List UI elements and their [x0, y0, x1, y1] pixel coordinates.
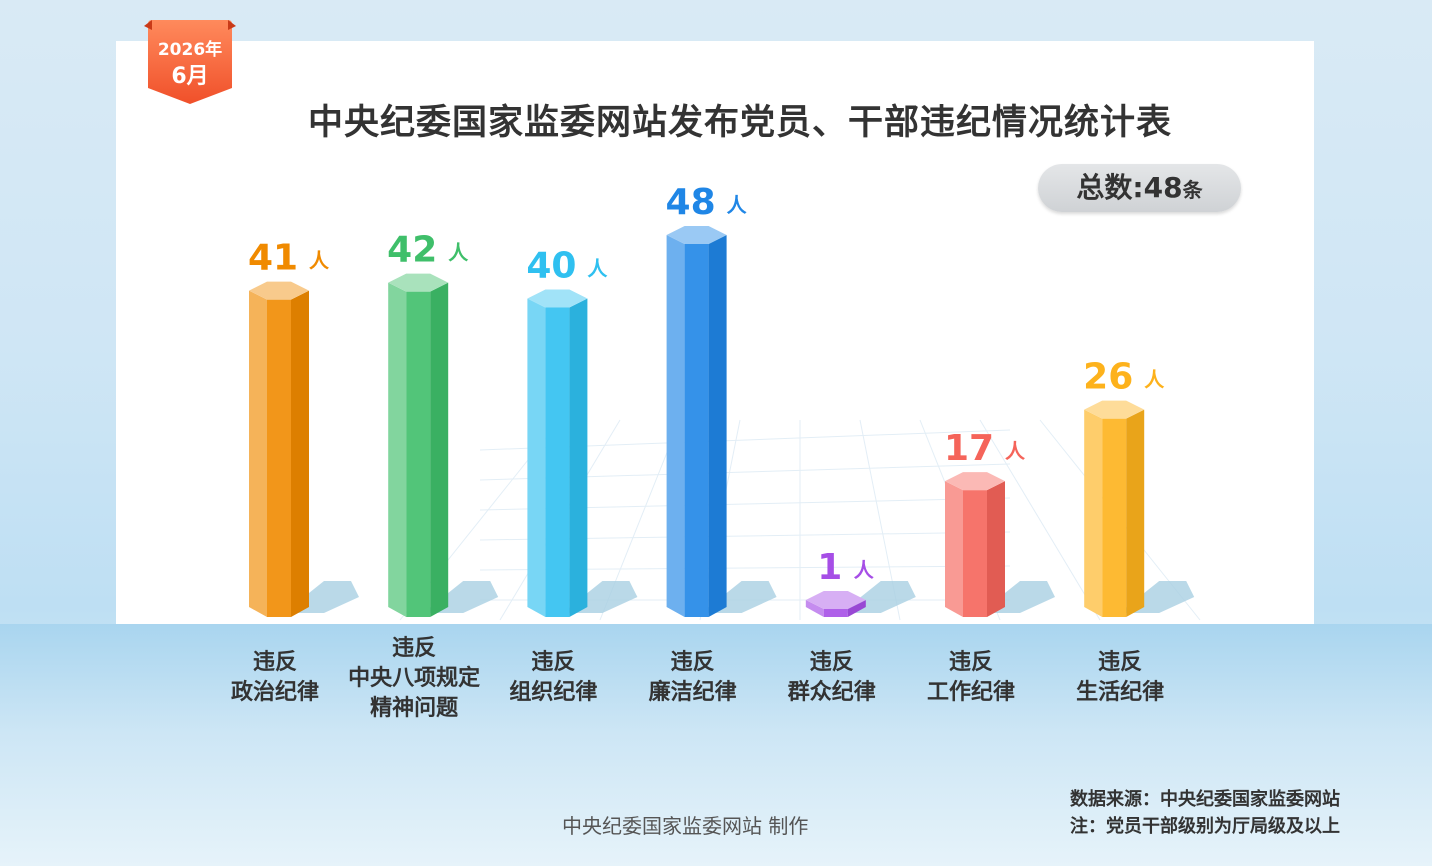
bar-cap: [805, 591, 866, 609]
bar-face-front: [1102, 418, 1127, 617]
category-label-line: 违反: [392, 636, 437, 661]
category-label-line: 生活纪律: [1076, 680, 1165, 705]
category-label-line: 中央八项规定: [348, 666, 481, 691]
category-label: 违反 群众纪律: [747, 648, 917, 708]
category-label-line: 群众纪律: [787, 680, 876, 705]
date-year: 2026年: [157, 40, 223, 60]
category-label-line: 工作纪律: [926, 680, 1015, 705]
footer-notes: 数据来源：中央纪委国家监委网站 注：党员干部级别为厅局级及以上: [1070, 786, 1340, 840]
bar-face-left: [666, 235, 685, 617]
category-label-line: 违反: [809, 650, 854, 675]
bar-face-front: [545, 307, 570, 617]
bar-value-label: 17: [944, 428, 994, 469]
date-month: 6月: [171, 64, 209, 89]
bar-face-right: [569, 298, 588, 617]
bar-cap: [527, 289, 588, 308]
category-label: 违反 组织纪律: [468, 648, 638, 708]
category-label-line: 廉洁纪律: [648, 680, 737, 705]
bar-face-right: [291, 290, 309, 617]
total-badge: 总数:48条: [1038, 164, 1241, 212]
bar-face-left: [805, 600, 824, 617]
bar-face-left: [945, 481, 963, 617]
bar-value-unit: 人: [587, 257, 608, 281]
bar-cap: [249, 281, 309, 300]
bar-value-unit: 人: [448, 241, 469, 265]
bar-face-front: [267, 299, 291, 617]
bar-value-unit: 人: [1005, 439, 1026, 463]
page-title: 中央纪委国家监委网站发布党员、干部违纪情况统计表: [307, 103, 1172, 143]
category-label-line: 违反: [1098, 650, 1143, 675]
bar-value-unit: 人: [1144, 368, 1165, 392]
bar-cap: [666, 226, 727, 244]
category-label-line: 违反: [670, 650, 715, 675]
bar-value-unit: 人: [727, 193, 748, 217]
bar-face-left: [1084, 409, 1103, 617]
bar-cap: [1084, 400, 1145, 419]
bar-face-left: [527, 298, 546, 617]
bar-face-front: [406, 291, 431, 617]
footer-maker: 中央纪委国家监委网站 制作: [562, 814, 809, 838]
bar-cap: [945, 472, 1005, 491]
floor-grid-line: [979, 419, 1101, 621]
bar-value-label: 48: [666, 182, 716, 223]
bar-face-right: [430, 282, 449, 617]
bar-value-label: 26: [1083, 357, 1133, 398]
bar-value-unit: 人: [854, 558, 875, 582]
bar-value-label: 1: [817, 547, 842, 588]
category-label: 违反 廉洁纪律: [608, 648, 778, 708]
footer-note: 注：党员干部级别为厅局级及以上: [1070, 816, 1340, 837]
bar-face-front: [823, 609, 848, 617]
bar-value-label: 42: [387, 230, 437, 271]
bar-face-front: [963, 490, 987, 617]
data-source: 数据来源：中央纪委国家监委网站: [1070, 789, 1340, 810]
bar-face-right: [708, 235, 727, 617]
bar-face-left: [388, 282, 407, 617]
category-label-line: 精神问题: [370, 696, 459, 721]
category-label: 违反 工作纪律: [886, 648, 1056, 708]
bar-face-front: [684, 244, 709, 617]
bar-face-right: [1126, 409, 1145, 617]
date-badge: 2026年 6月: [144, 18, 236, 106]
bottom-band: [0, 624, 1432, 866]
total-unit: 条: [1182, 178, 1203, 202]
bar-face-left: [249, 290, 267, 617]
bar-value-label: 40: [526, 246, 576, 287]
category-label-line: 违反: [252, 650, 297, 675]
category-label: 违反 生活纪律: [1035, 648, 1205, 708]
bar-face-right: [847, 600, 866, 617]
category-label-line: 组织纪律: [509, 680, 598, 705]
bar-value-label: 41: [248, 238, 298, 279]
category-label: 违反中央八项规定 精神问题: [329, 634, 499, 724]
bar-cap: [388, 273, 449, 292]
category-label-line: 违反: [531, 650, 576, 675]
total-label: 总数:: [1076, 171, 1144, 204]
category-label-line: 违反: [948, 650, 993, 675]
category-label-line: 政治纪律: [230, 680, 319, 705]
category-label: 违反 政治纪律: [190, 648, 360, 708]
total-value: 48: [1143, 171, 1183, 204]
bar-value-unit: 人: [309, 249, 330, 273]
bar-face-right: [987, 481, 1005, 617]
